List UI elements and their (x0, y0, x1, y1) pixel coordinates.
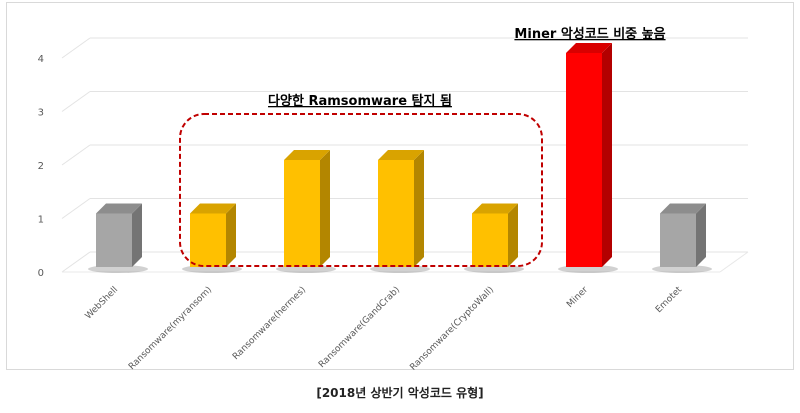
category-label: Ransomware(hermes) (231, 285, 308, 362)
category-label: WebShell (84, 285, 120, 321)
gridline-diag (61, 251, 91, 273)
bar-top (660, 203, 706, 214)
bar-front (566, 53, 602, 267)
gridline-diag (61, 91, 91, 112)
category-labels: WebShell Ransomware(myransom) Ransomware(h… (84, 285, 685, 373)
bar-front (190, 213, 226, 267)
bar-front (284, 160, 320, 267)
bar-webshell (88, 203, 148, 273)
ransomware-note: 다양한 Ramsomware 탐지 됨 (268, 93, 452, 109)
bar-ransomware-hermes- (276, 150, 336, 273)
bars (88, 43, 712, 273)
chart-caption: [2018년 상반기 악성코드 유형] (316, 386, 484, 400)
y-tick-label: 2 (38, 161, 44, 172)
bar-ransomware-gandcrab- (370, 150, 430, 273)
bar-miner (558, 43, 618, 273)
bar-top (284, 150, 330, 160)
bar-top (378, 150, 424, 160)
category-label: Miner (565, 285, 590, 310)
bar-side (132, 203, 142, 267)
category-label: Ransomware(CryptoWall) (408, 285, 496, 373)
bar-side (602, 43, 612, 267)
floor-edge-diag (719, 251, 749, 273)
category-label: Ransomware(GandCrab) (317, 285, 402, 370)
gridline-diag (61, 37, 91, 59)
y-tick-label: 4 (38, 54, 44, 65)
bar-side (696, 203, 706, 267)
bar-side (508, 203, 518, 267)
bar-top (96, 203, 142, 214)
bar-front (96, 213, 132, 267)
y-axis-ticks: 0 1 2 3 4 (38, 54, 44, 279)
bar-front (472, 213, 508, 267)
y-tick-label: 1 (38, 215, 44, 226)
ransomware-highlight-box (179, 113, 543, 267)
bar-top (566, 43, 612, 53)
bar-side (414, 150, 424, 267)
bar-top (472, 203, 518, 214)
gridline-diag (61, 198, 91, 219)
bar-ransomware-myransom- (182, 203, 242, 273)
bar-emotet (652, 203, 712, 273)
bar-ransomware-cryptowall- (464, 203, 524, 273)
gridline-diag (61, 144, 91, 166)
category-label: Emotet (654, 285, 684, 315)
y-tick-label: 3 (38, 108, 44, 119)
bar-side (320, 150, 330, 267)
miner-note: Miner 악성코드 비중 높음 (514, 26, 665, 42)
bar-side (226, 203, 236, 267)
bar-front (660, 213, 696, 267)
bar-front (378, 160, 414, 267)
category-label: Ransomware(myransom) (127, 285, 214, 372)
y-tick-label: 0 (38, 268, 44, 279)
bar-top (190, 203, 236, 214)
